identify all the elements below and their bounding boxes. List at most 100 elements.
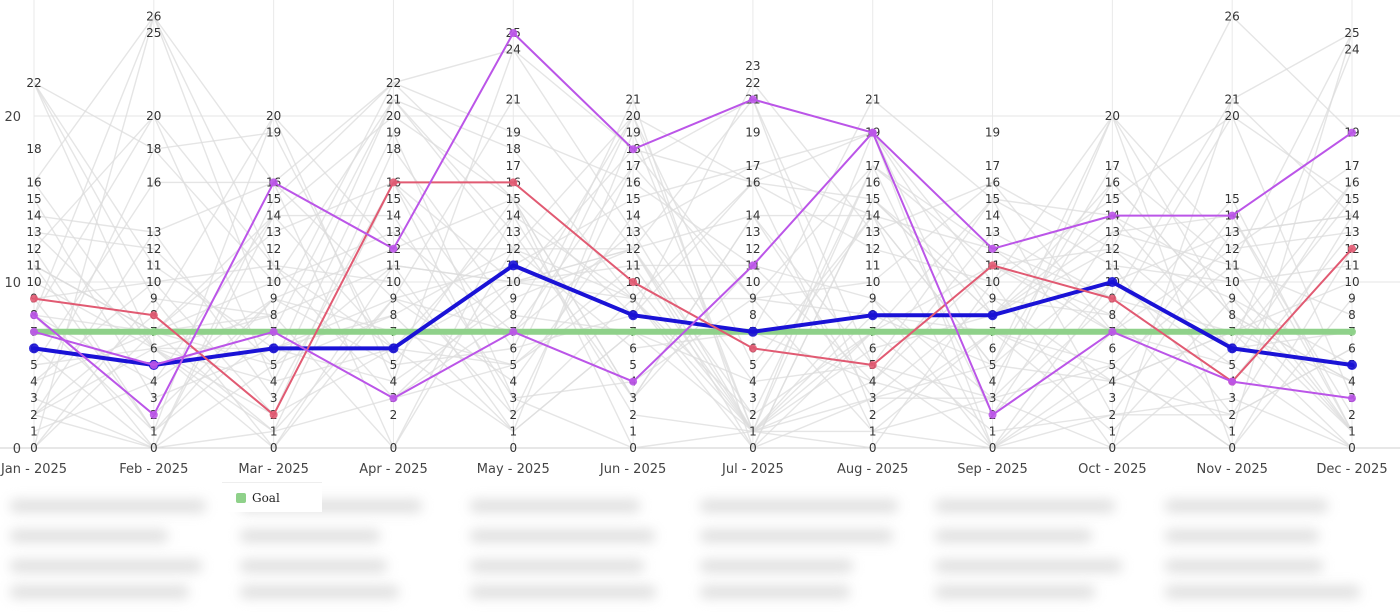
column-value-label: 0 bbox=[1109, 441, 1117, 455]
legend-label-goal: Goal bbox=[252, 490, 280, 505]
column-value-label: 0 bbox=[1228, 441, 1236, 455]
series-point bbox=[1348, 128, 1356, 137]
column-value-label: 4 bbox=[509, 375, 517, 389]
column-value-label: 16 bbox=[1105, 175, 1120, 189]
series-point bbox=[1347, 360, 1357, 370]
blurred-text-block bbox=[240, 586, 399, 598]
column-value-label: 18 bbox=[506, 142, 521, 156]
background-series-line bbox=[33, 98, 1353, 449]
column-value-label: 13 bbox=[1225, 225, 1240, 239]
blurred-text-block bbox=[935, 500, 1115, 512]
column-value-label: 9 bbox=[390, 292, 398, 306]
series-point bbox=[868, 361, 877, 369]
series-line bbox=[33, 131, 1353, 400]
column-value-label: 2 bbox=[1228, 408, 1236, 422]
column-value-label: 3 bbox=[150, 391, 158, 405]
column-value-label: 2 bbox=[869, 408, 877, 422]
column-value-label: 21 bbox=[506, 92, 521, 106]
column-value-label: 5 bbox=[629, 358, 637, 372]
column-value-label: 0 bbox=[30, 441, 38, 455]
column-value-label: 19 bbox=[745, 126, 760, 140]
background-series-line bbox=[33, 114, 1353, 433]
column-value-label: 13 bbox=[985, 225, 1000, 239]
column-value-label: 6 bbox=[1109, 341, 1117, 355]
column-value-label: 9 bbox=[749, 292, 757, 306]
column-value-label: 8 bbox=[1348, 308, 1356, 322]
blurred-text-block bbox=[10, 500, 206, 512]
column-value-label: 9 bbox=[270, 292, 278, 306]
column-value-label: 5 bbox=[1109, 358, 1117, 372]
column-value-label: 20 bbox=[1225, 109, 1240, 123]
column-value-label: 1 bbox=[30, 424, 38, 438]
column-value-label: 12 bbox=[1225, 242, 1240, 256]
column-value-label: 18 bbox=[146, 142, 161, 156]
column-value-label: 1 bbox=[509, 424, 517, 438]
column-value-label: 14 bbox=[625, 209, 640, 223]
series-point bbox=[149, 311, 158, 320]
series-point bbox=[747, 326, 758, 337]
column-value-label: 13 bbox=[1105, 225, 1120, 239]
blurred-text-block bbox=[240, 530, 380, 542]
column-value-label: 17 bbox=[625, 159, 640, 173]
blurred-text-block bbox=[935, 560, 1122, 572]
column-value-label: 0 bbox=[390, 441, 398, 455]
column-value-label: 10 bbox=[26, 275, 41, 289]
column-value-label: 3 bbox=[1109, 391, 1117, 405]
column-value-label: 15 bbox=[1225, 192, 1240, 206]
column-value-label: 23 bbox=[745, 59, 760, 73]
column-value-label: 21 bbox=[1225, 92, 1240, 106]
column-value-label: 10 bbox=[1344, 275, 1359, 289]
column-value-label: 1 bbox=[869, 424, 877, 438]
column-value-label: 0 bbox=[270, 441, 278, 455]
column-value-label: 15 bbox=[26, 192, 41, 206]
series-point bbox=[748, 95, 757, 104]
column-value-label: 22 bbox=[386, 76, 401, 90]
column-value-label: 16 bbox=[26, 175, 41, 189]
blurred-text-block bbox=[935, 530, 1092, 542]
background-series-line bbox=[33, 115, 1353, 433]
column-value-label: 18 bbox=[26, 142, 41, 156]
column-value-label: 11 bbox=[1344, 258, 1359, 272]
column-value-label: 1 bbox=[270, 424, 278, 438]
column-value-label: 15 bbox=[266, 192, 281, 206]
column-value-label: 19 bbox=[985, 126, 1000, 140]
column-value-label: 14 bbox=[266, 209, 281, 223]
column-value-label: 0 bbox=[1348, 441, 1356, 455]
column-value-label: 25 bbox=[1344, 26, 1359, 40]
column-value-label: 10 bbox=[865, 275, 880, 289]
column-value-label: 16 bbox=[745, 175, 760, 189]
column-value-label: 1 bbox=[989, 424, 997, 438]
background-series-line bbox=[33, 14, 1353, 433]
column-value-label: 13 bbox=[386, 225, 401, 239]
column-value-label: 13 bbox=[1344, 225, 1359, 239]
column-value-label: 3 bbox=[869, 391, 877, 405]
background-series-line bbox=[33, 114, 1353, 433]
column-value-label: 24 bbox=[1344, 43, 1359, 57]
column-value-label: 13 bbox=[26, 225, 41, 239]
column-value-label: 0 bbox=[629, 441, 637, 455]
column-value-label: 8 bbox=[509, 308, 517, 322]
x-tick-label: Sep - 2025 bbox=[957, 462, 1028, 477]
column-value-label: 17 bbox=[1105, 159, 1120, 173]
column-value-label: 1 bbox=[749, 424, 757, 438]
x-tick-label: Dec - 2025 bbox=[1316, 462, 1387, 477]
column-value-label: 21 bbox=[865, 92, 880, 106]
series-point bbox=[268, 343, 279, 354]
series-point bbox=[748, 261, 757, 270]
column-value-label: 2 bbox=[1109, 408, 1117, 422]
column-value-label: 10 bbox=[745, 275, 760, 289]
blurred-text-block bbox=[1165, 586, 1360, 598]
x-tick-label: Jul - 2025 bbox=[721, 462, 784, 477]
column-value-label: 6 bbox=[509, 341, 517, 355]
column-value-label: 11 bbox=[146, 258, 161, 272]
goal-point bbox=[868, 327, 877, 336]
column-value-label: 12 bbox=[26, 242, 41, 256]
column-value-label: 19 bbox=[625, 126, 640, 140]
column-value-label: 15 bbox=[865, 192, 880, 206]
column-value-label: 13 bbox=[266, 225, 281, 239]
column-value-label: 12 bbox=[146, 242, 161, 256]
column-value-label: 2 bbox=[509, 408, 517, 422]
series-point bbox=[987, 310, 998, 321]
column-value-label: 19 bbox=[266, 126, 281, 140]
